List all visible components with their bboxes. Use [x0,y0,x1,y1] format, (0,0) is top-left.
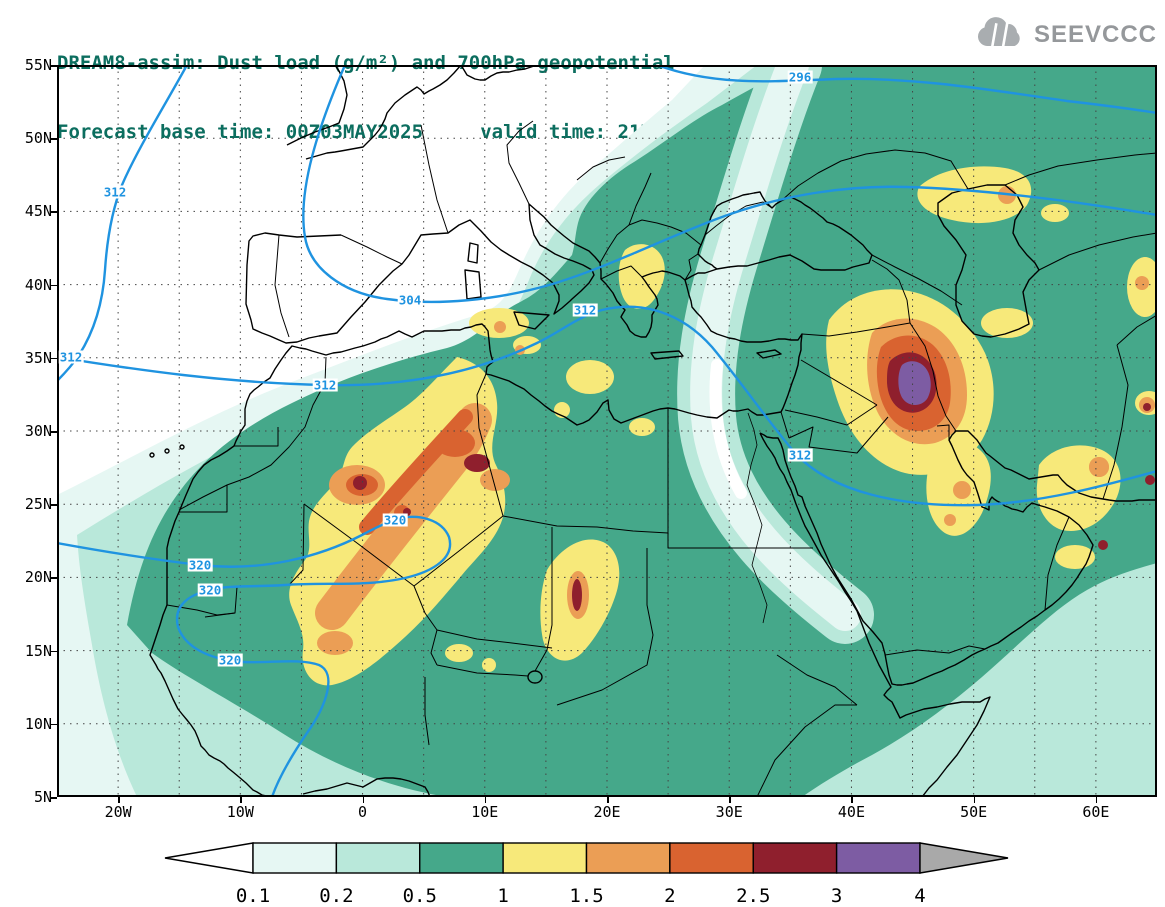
y-axis-label: 45N [24,202,52,221]
x-axis-label: 0 [358,803,368,821]
y-axis-label: 40N [24,275,52,294]
coastline-layer [149,65,1157,797]
x-axis-label: 60E [1082,803,1110,821]
x-axis-tick [973,797,976,803]
x-axis-tick [729,797,731,803]
plot-frame [57,65,1157,797]
map-plot-area [57,65,1157,797]
colorbar-label: 2 [664,885,675,907]
x-axis-tick [362,797,365,803]
y-axis-label: 15N [24,641,52,660]
colorbar-label: 3 [831,885,842,907]
y-axis-label: 25N [24,495,52,514]
colorbar-segment [669,842,754,874]
colorbar-arrow [164,842,254,874]
colorbar-label: 2.5 [736,885,770,907]
y-axis-label: 35N [24,348,52,367]
x-axis-label: 40E [837,803,865,821]
colorbar-segment [835,842,921,874]
colorbar-label: 0.1 [236,885,270,907]
logo-text: SEEVCCC [1033,21,1157,48]
colorbar-segment [502,842,588,874]
y-axis-label: 50N [24,129,52,148]
x-axis-tick [1095,797,1098,803]
x-axis-tick [118,797,120,803]
x-axis-tick [851,797,853,803]
border-layer [166,120,1157,797]
colorbar-segment [252,842,338,874]
colorbar-arrow [919,842,1009,874]
y-axis-label: 10N [24,714,52,733]
y-axis-label: 20N [24,568,52,587]
cloud-logo-icon [974,16,1028,54]
title-line-1: DREAM8-assim: Dust load (g/m²) and 700hP… [57,52,675,74]
map-svg [57,65,1157,797]
colorbar-label: 1.5 [569,885,603,907]
colorbar-label: 4 [914,885,925,907]
x-axis-label: 20E [593,803,621,821]
x-axis-label: 10W [226,803,254,821]
seevccc-logo: SEEVCCC [974,16,1157,54]
y-axis-tick [51,797,57,799]
colorbar-legend: 0.1 0.2 0.5 1 1.5 2 2.5 3 4 [164,842,1009,907]
x-axis-label: 30E [715,803,743,821]
x-axis-tick [240,797,242,803]
y-axis-label: 55N [24,56,52,74]
x-axis-label: 10E [471,803,499,821]
colorbar-segment [335,842,421,874]
colorbar-segment [419,842,504,874]
x-axis-label: 50E [960,803,988,821]
colorbar-segment [585,842,671,874]
colorbar-segment [752,842,838,874]
colorbar-label: 0.5 [403,885,437,907]
y-axis-label: 30N [24,422,52,440]
x-axis-tick [484,797,487,803]
x-axis-tick [607,797,609,803]
x-axis-label: 20W [104,803,132,821]
colorbar-label: 1 [497,885,508,907]
y-axis-label: 5N [33,788,52,806]
colorbar-label: 0.2 [319,885,353,907]
